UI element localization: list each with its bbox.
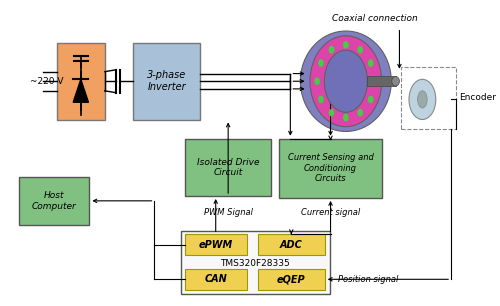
Text: PWM Signal: PWM Signal (204, 208, 252, 217)
Text: CAN: CAN (204, 274, 227, 284)
Text: 3-phase
Inverter: 3-phase Inverter (148, 70, 186, 92)
Text: TMS320F28335: TMS320F28335 (220, 259, 290, 267)
Bar (134, 43, 200, 120)
Bar (258, 234, 325, 256)
Polygon shape (73, 79, 88, 102)
Text: Current Sensing and
Conditioning
Circuits: Current Sensing and Conditioning Circuit… (288, 153, 374, 183)
Ellipse shape (343, 41, 348, 49)
Ellipse shape (368, 95, 374, 103)
Bar (182, 231, 330, 294)
Text: Encoder: Encoder (459, 93, 496, 102)
Bar (185, 234, 248, 256)
Text: Host
Computer: Host Computer (32, 191, 76, 211)
Ellipse shape (310, 36, 382, 127)
Bar (185, 269, 248, 290)
Ellipse shape (328, 109, 334, 117)
Ellipse shape (324, 50, 368, 112)
Ellipse shape (409, 79, 436, 120)
Ellipse shape (343, 114, 348, 121)
Ellipse shape (300, 31, 392, 132)
Ellipse shape (314, 77, 320, 85)
Bar (367, 76, 396, 86)
Ellipse shape (372, 77, 378, 85)
Bar (185, 139, 271, 196)
Text: Coaxial connection: Coaxial connection (332, 13, 418, 23)
Ellipse shape (328, 46, 334, 54)
Bar (258, 269, 325, 290)
Ellipse shape (418, 91, 427, 108)
Ellipse shape (318, 59, 324, 67)
Bar (279, 139, 382, 198)
Ellipse shape (318, 95, 324, 103)
Bar (57, 43, 104, 120)
Bar (402, 67, 456, 129)
Text: Current signal: Current signal (301, 208, 360, 217)
Ellipse shape (392, 76, 400, 86)
Text: eQEP: eQEP (277, 274, 306, 284)
Text: ADC: ADC (280, 240, 302, 250)
Text: Isolated Drive
Circuit: Isolated Drive Circuit (197, 158, 260, 177)
Text: ~220 V: ~220 V (30, 77, 64, 86)
Text: ePWM: ePWM (198, 240, 233, 250)
Ellipse shape (358, 109, 363, 117)
Ellipse shape (368, 59, 374, 67)
Ellipse shape (358, 46, 363, 54)
Text: Position signal: Position signal (338, 275, 398, 284)
Bar (18, 177, 90, 225)
